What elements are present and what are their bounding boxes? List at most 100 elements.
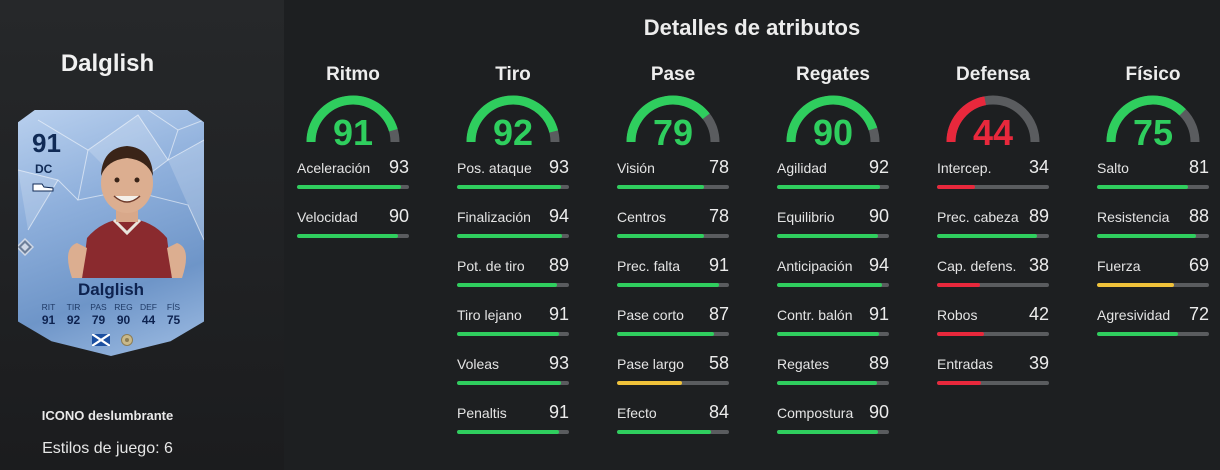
stat-bar-fill (777, 332, 879, 336)
stat-bar (297, 234, 409, 238)
stat-row: Compostura 90 (777, 402, 889, 454)
stat-bar (617, 234, 729, 238)
icon-club-badge-icon (121, 334, 133, 346)
stat-bar-fill (777, 381, 877, 385)
stat-value: 88 (1188, 206, 1209, 226)
stat-name: Pot. de tiro (457, 258, 525, 274)
stat-bar-fill (617, 185, 705, 189)
stat-value: 91 (868, 304, 889, 324)
stat-row: Regates 89 (777, 353, 889, 405)
stat-name: Pase largo (617, 356, 684, 372)
stat-bar (617, 283, 729, 287)
player-card[interactable]: 91 DC Dalglish RIT 91 TIR 92 PAS 79 REG 90 D… (18, 110, 204, 356)
stat-row: Pase corto 87 (617, 304, 729, 356)
stat-bar (1097, 283, 1209, 287)
stat-bar-fill (617, 430, 712, 434)
stat-bar-fill (457, 185, 562, 189)
stat-bar (297, 185, 409, 189)
card-rating: 91 (32, 128, 61, 158)
card-stat: RIT 91 (36, 302, 61, 327)
category-value: 90 (812, 112, 854, 153)
player-panel: Dalglish (0, 0, 284, 470)
attribute-category-defensa: Defensa 44 Intercep. 34 Prec. cabeza 89 Cap. d… (937, 60, 1049, 405)
attribute-category-regates: Regates 90 Agilidad 92 Equilibrio 90 Anticipac… (777, 60, 889, 454)
stat-bar (457, 283, 569, 287)
stat-name: Equilibrio (777, 209, 835, 225)
stat-bar-fill (937, 381, 981, 385)
stat-value: 89 (868, 353, 889, 373)
gauge-fill (1106, 95, 1186, 143)
category-gauge: 90 (783, 92, 883, 156)
category-name: Físico (1125, 64, 1181, 85)
stat-bar-fill (457, 332, 559, 336)
card-version-label: ICONO deslumbrante (41, 408, 174, 423)
stat-name: Pase corto (617, 307, 684, 323)
category-gauge: 44 (943, 92, 1043, 156)
stat-bar-fill (617, 283, 719, 287)
category-gauge: 91 (303, 92, 403, 156)
stat-name: Fuerza (1097, 258, 1141, 274)
stat-value: 87 (708, 304, 729, 324)
scotland-flag-icon (92, 334, 110, 346)
boot-icon (32, 183, 54, 192)
stat-name: Tiro lejano (457, 307, 522, 323)
category-value: 92 (492, 112, 534, 153)
stat-bar (617, 430, 729, 434)
stat-value: 94 (868, 255, 889, 275)
stat-value: 93 (388, 157, 409, 177)
stat-value: 91 (548, 402, 569, 422)
stat-list: Salto 81 Resistencia 88 Fuerza 69 Agresividad 7… (1097, 157, 1209, 356)
stat-bar-fill (457, 381, 562, 385)
card-stat: DEF 44 (136, 302, 161, 327)
stat-name: Efecto (617, 405, 657, 421)
stat-name: Penaltis (457, 405, 507, 421)
category-gauge: 75 (1103, 92, 1203, 156)
stat-bar (457, 332, 569, 336)
stat-bar-fill (617, 332, 715, 336)
stat-row: Pase largo 58 (617, 353, 729, 405)
stat-name: Intercep. (937, 160, 992, 176)
stat-value: 84 (708, 402, 729, 422)
attribute-category-físico: Físico 75 Salto 81 Resistencia 88 Fuerza 69 Agre… (1097, 60, 1209, 356)
stat-name: Velocidad (297, 209, 358, 225)
stat-row: Resistencia 88 (1097, 206, 1209, 258)
stat-name: Salto (1097, 160, 1129, 176)
stat-row: Centros 78 (617, 206, 729, 258)
stat-row: Agresividad 72 (1097, 304, 1209, 356)
stat-bar (777, 381, 889, 385)
category-value: 79 (652, 112, 694, 153)
stat-row: Intercep. 34 (937, 157, 1049, 209)
stat-row: Anticipación 94 (777, 255, 889, 307)
stat-bar-fill (777, 234, 878, 238)
stat-bar (777, 283, 889, 287)
stat-bar (937, 381, 1049, 385)
stat-bar (777, 234, 889, 238)
stat-value: 78 (708, 157, 729, 177)
stat-bar-fill (1097, 185, 1188, 189)
playstyles-count[interactable]: Estilos de juego: 6 (42, 440, 173, 457)
card-stat-label: RIT (41, 302, 56, 312)
category-value: 75 (1132, 112, 1174, 153)
category-name: Defensa (956, 64, 1030, 85)
stat-value: 90 (868, 206, 889, 226)
stat-value: 58 (708, 353, 729, 373)
category-name: Tiro (495, 64, 531, 85)
card-stat-value: 79 (91, 313, 106, 327)
stat-value: 81 (1188, 157, 1209, 177)
card-stat-value: 90 (116, 313, 131, 327)
section-title: Detalles de atributos (643, 15, 861, 40)
stat-name: Aceleración (297, 160, 371, 176)
stat-name: Finalización (457, 209, 531, 225)
stat-name: Voleas (457, 356, 500, 372)
stat-row: Visión 78 (617, 157, 729, 209)
stat-value: 90 (868, 402, 889, 422)
stat-value: 42 (1028, 304, 1049, 324)
category-value: 44 (972, 112, 1014, 153)
card-stat-value: 92 (66, 313, 81, 327)
stat-bar (617, 185, 729, 189)
stat-value: 78 (708, 206, 729, 226)
player-photo (68, 146, 186, 278)
stat-name: Cap. defens. (937, 258, 1017, 274)
stat-bar (937, 332, 1049, 336)
gauge-fill (946, 96, 987, 143)
